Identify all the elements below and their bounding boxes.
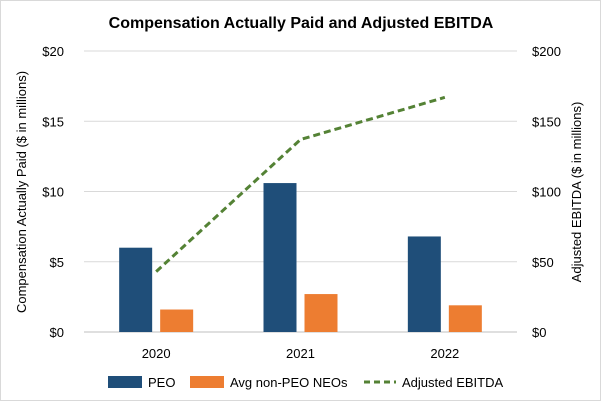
line-adjusted-ebitda — [156, 97, 445, 271]
bar-avg-non-peo-neos — [305, 294, 338, 332]
bar-avg-non-peo-neos — [160, 310, 193, 332]
left-axis-label: Compensation Actually Paid ($ in million… — [14, 71, 29, 313]
bar-peo — [119, 248, 152, 332]
ebitda-line — [156, 97, 445, 271]
right-tick-label: $200 — [532, 44, 561, 59]
right-axis-ticks: $0 $50 $100 $150 $200 — [532, 44, 561, 340]
bar-peo — [264, 183, 297, 332]
legend: PEO Avg non-PEO NEOs Adjusted EBITDA — [108, 375, 503, 390]
left-tick-label: $0 — [50, 325, 64, 340]
left-axis-ticks: $0 $5 $10 $15 $20 — [42, 44, 64, 340]
x-tick-label: 2021 — [286, 346, 315, 361]
bar-peo — [408, 236, 441, 332]
legend-label: Avg non-PEO NEOs — [230, 375, 348, 390]
x-tick-label: 2020 — [142, 346, 171, 361]
left-tick-label: $5 — [50, 255, 64, 270]
left-tick-label: $20 — [42, 44, 64, 59]
legend-label: Adjusted EBITDA — [402, 375, 503, 390]
left-tick-label: $15 — [42, 114, 64, 129]
legend-swatch — [190, 376, 224, 388]
right-tick-label: $100 — [532, 185, 561, 200]
left-tick-label: $10 — [42, 185, 64, 200]
right-tick-label: $0 — [532, 325, 546, 340]
right-axis-label: Adjusted EBITDA ($ in millions) — [569, 102, 584, 283]
bar-avg-non-peo-neos — [449, 305, 482, 332]
legend-swatch — [108, 376, 142, 388]
right-tick-label: $50 — [532, 255, 554, 270]
legend-label: PEO — [148, 375, 175, 390]
x-tick-label: 2022 — [430, 346, 459, 361]
chart-title: Compensation Actually Paid and Adjusted … — [109, 15, 494, 32]
x-axis-ticks: 2020 2021 2022 — [142, 346, 460, 361]
right-tick-label: $150 — [532, 114, 561, 129]
